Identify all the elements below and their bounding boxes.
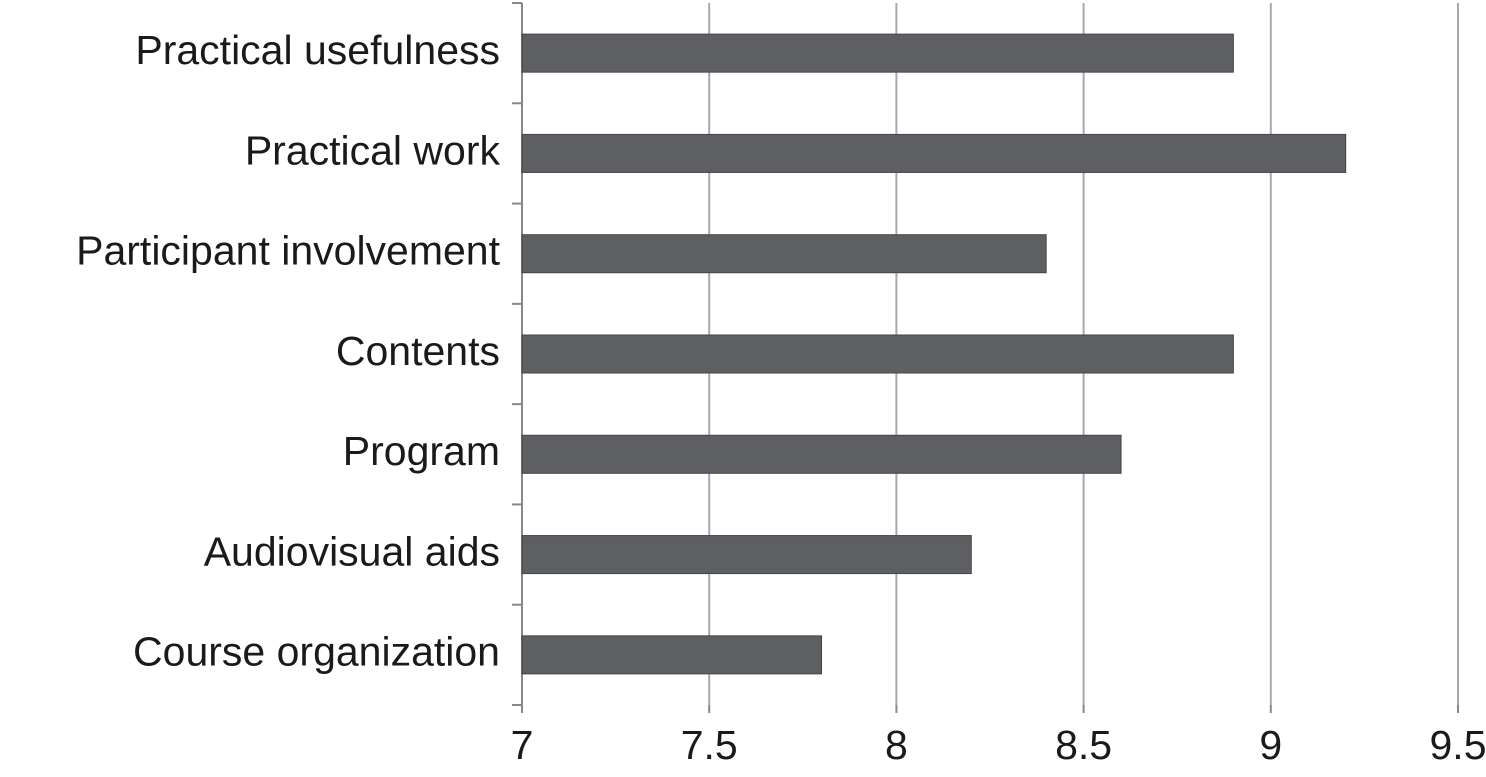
bar xyxy=(521,535,972,575)
bar xyxy=(521,133,1347,173)
bar xyxy=(521,33,1234,73)
bar xyxy=(521,434,1122,474)
x-tick-label: 8.5 xyxy=(1055,722,1112,768)
y-tick-label: Practical usefulness xyxy=(135,27,500,73)
bar xyxy=(521,234,1047,274)
y-tick-label: Audiovisual aids xyxy=(204,528,500,574)
y-tick-label: Course organization xyxy=(133,629,500,675)
y-tick-label: Contents xyxy=(336,328,500,374)
y-tick-label: Participant involvement xyxy=(76,228,500,274)
x-tick-label: 9.5 xyxy=(1430,722,1486,768)
y-tick-label: Program xyxy=(343,428,500,474)
x-tick-label: 9 xyxy=(1259,722,1282,768)
x-tick-label: 7.5 xyxy=(681,722,738,768)
x-tick-label: 8 xyxy=(885,722,908,768)
y-tick-label: Practical work xyxy=(245,127,501,173)
bar xyxy=(521,635,823,675)
x-tick-label: 7 xyxy=(511,722,534,768)
bar xyxy=(521,334,1234,374)
